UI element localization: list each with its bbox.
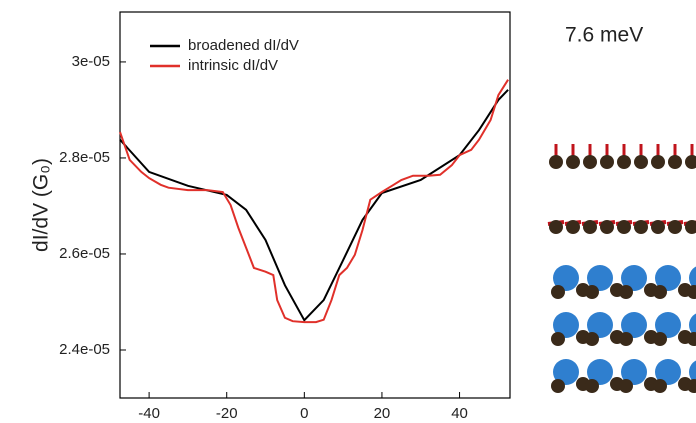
- atom: [621, 359, 647, 385]
- annotation: 7.6 meV: [565, 24, 643, 47]
- atom: [553, 265, 579, 291]
- atom: [566, 220, 580, 234]
- atom: [689, 313, 696, 337]
- y-axis-label: dI/dV (G₀): [30, 158, 53, 252]
- atom: [655, 312, 681, 338]
- x-tick-label: -40: [138, 405, 160, 422]
- y-tick-label: 2.6e-05: [59, 245, 110, 262]
- atom: [687, 332, 696, 346]
- atom: [587, 359, 613, 385]
- y-tick-label: 2.8e-05: [59, 149, 110, 166]
- x-tick-label: 20: [374, 405, 391, 422]
- atom: [634, 155, 648, 169]
- atom: [668, 220, 682, 234]
- structure-illustration: [547, 144, 696, 393]
- atom: [653, 332, 667, 346]
- legend-label: intrinsic dI/dV: [188, 57, 278, 74]
- x-tick-label: -20: [216, 405, 238, 422]
- series-line: [119, 79, 509, 324]
- atom: [619, 332, 633, 346]
- atom: [551, 285, 565, 299]
- atom: [587, 312, 613, 338]
- atom: [687, 379, 696, 393]
- atom: [651, 220, 665, 234]
- atom: [585, 379, 599, 393]
- series-line: [119, 89, 509, 322]
- atom: [617, 220, 631, 234]
- atom: [583, 155, 597, 169]
- atom: [634, 220, 648, 234]
- atom: [689, 266, 696, 290]
- atom: [685, 155, 696, 169]
- legend-label: broadened dI/dV: [188, 37, 299, 54]
- atom: [651, 155, 665, 169]
- atom: [619, 285, 633, 299]
- atom: [655, 359, 681, 385]
- atom: [621, 265, 647, 291]
- x-tick-label: 40: [451, 405, 468, 422]
- y-tick-label: 3e-05: [72, 53, 110, 70]
- atom: [583, 220, 597, 234]
- atom: [549, 155, 563, 169]
- atom: [587, 265, 613, 291]
- atom: [566, 155, 580, 169]
- atom: [619, 379, 633, 393]
- atom: [689, 360, 696, 384]
- atom: [653, 379, 667, 393]
- atom: [585, 285, 599, 299]
- x-tick-label: 0: [300, 405, 308, 422]
- atom: [553, 359, 579, 385]
- atom: [655, 265, 681, 291]
- atom: [668, 155, 682, 169]
- atom: [617, 155, 631, 169]
- atom: [685, 220, 696, 234]
- atom: [551, 379, 565, 393]
- atom: [687, 285, 696, 299]
- atom: [585, 332, 599, 346]
- atom: [621, 312, 647, 338]
- y-tick-label: 2.4e-05: [59, 341, 110, 358]
- atom: [600, 155, 614, 169]
- atom: [553, 312, 579, 338]
- atom: [551, 332, 565, 346]
- plot-frame: [119, 11, 511, 399]
- atom: [600, 220, 614, 234]
- atom: [653, 285, 667, 299]
- atom: [549, 220, 563, 234]
